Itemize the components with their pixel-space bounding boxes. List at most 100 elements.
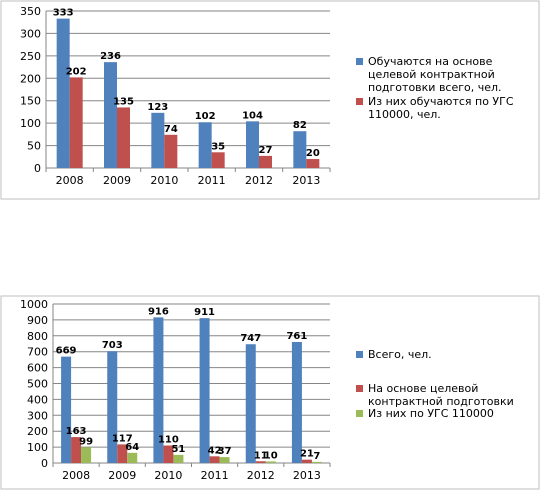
- data-label: 27: [259, 145, 273, 156]
- x-tick-label: 2009: [108, 469, 136, 482]
- chart-1: 0 50 100 150 200 250 300 350 2008 333 202 2009 236 13…: [0, 0, 540, 200]
- bar: [219, 457, 230, 463]
- legend-swatch: [356, 410, 363, 417]
- x-tick-label: 2011: [201, 469, 229, 482]
- bar: [151, 112, 165, 168]
- y-tick-label: 200: [20, 72, 41, 85]
- bar: [127, 452, 138, 463]
- y-tick-label: 150: [20, 95, 41, 108]
- data-label: 916: [148, 306, 169, 317]
- bar: [255, 461, 266, 463]
- y-tick-label: 100: [20, 117, 41, 130]
- data-label: 20: [306, 148, 320, 159]
- y-tick-label: 350: [20, 5, 41, 18]
- y-tick-label: 300: [20, 27, 41, 40]
- x-tick-label: 2010: [150, 174, 178, 187]
- legend-entry: Обучаются на основе целевой контрактной по…: [368, 55, 502, 94]
- bar: [311, 461, 322, 463]
- data-label: 703: [102, 340, 123, 351]
- y-tick-label: 0: [41, 457, 48, 470]
- data-label: 761: [286, 331, 307, 342]
- bar: [117, 107, 130, 168]
- y-tick-label: 800: [27, 330, 48, 343]
- data-label: 669: [56, 346, 77, 357]
- bar: [265, 461, 276, 463]
- bar: [164, 134, 178, 168]
- data-label: 10: [264, 450, 278, 461]
- bar: [211, 152, 225, 168]
- y-tick-label: 600: [27, 362, 48, 375]
- y-tick-label: 250: [20, 50, 41, 63]
- bar: [246, 121, 259, 168]
- y-tick-label: 500: [27, 378, 48, 391]
- x-tick-label: 2013: [293, 469, 321, 482]
- data-label: 117: [112, 433, 133, 444]
- data-label: 747: [240, 333, 261, 344]
- x-tick-label: 2013: [292, 174, 320, 187]
- y-tick-label: 900: [27, 314, 48, 327]
- y-tick-label: 200: [27, 425, 48, 438]
- bar: [69, 77, 83, 168]
- x-tick-label: 2008: [62, 469, 90, 482]
- x-tick-label: 2008: [56, 174, 84, 187]
- x-tick-label: 2011: [198, 174, 226, 187]
- bar: [198, 122, 212, 168]
- bar: [306, 159, 320, 168]
- data-label: 42: [208, 445, 222, 456]
- y-tick-label: 50: [27, 140, 41, 153]
- bar: [173, 454, 184, 463]
- y-tick-label: 100: [27, 441, 48, 454]
- data-label: 911: [194, 307, 215, 318]
- bar: [56, 18, 70, 168]
- legend-entry: На основе целевой контрактной подготовки: [368, 382, 514, 408]
- bar: [301, 459, 312, 463]
- y-tick-label: 700: [27, 346, 48, 359]
- bar: [245, 344, 256, 463]
- data-label: 21: [300, 449, 314, 460]
- data-label: 74: [164, 124, 178, 135]
- y-tick-label: 0: [34, 162, 41, 175]
- bar: [104, 62, 117, 168]
- bar: [117, 444, 128, 463]
- data-label: 163: [66, 426, 87, 437]
- y-tick-label: 300: [27, 409, 48, 422]
- data-label: 11: [254, 450, 268, 461]
- x-tick-label: 2012: [245, 174, 273, 187]
- legend-swatch: [356, 351, 363, 358]
- bar: [209, 456, 220, 463]
- data-label: 7: [313, 451, 320, 462]
- data-label: 64: [125, 442, 139, 453]
- bar: [81, 447, 92, 463]
- bar: [293, 131, 307, 168]
- x-tick-label: 2012: [247, 469, 275, 482]
- bar: [291, 342, 302, 463]
- x-tick-label: 2010: [154, 469, 182, 482]
- chart-2: 0 100 200 300 400 500 600 700 800 900 1000 2008 669 1…: [0, 295, 540, 490]
- data-label: 135: [113, 96, 134, 107]
- data-label: 82: [293, 120, 307, 131]
- data-label: 202: [66, 66, 87, 77]
- data-label: 104: [242, 110, 263, 121]
- data-label: 51: [171, 444, 185, 455]
- legend-entry: Всего, чел.: [368, 348, 432, 361]
- data-label: 99: [79, 436, 93, 447]
- legend-swatch: [356, 98, 363, 105]
- bar: [153, 317, 164, 463]
- bar: [199, 318, 210, 463]
- legend-swatch: [356, 385, 363, 392]
- legend-entry: Из них обучаются по УГС 110000, чел.: [368, 95, 514, 121]
- data-label: 37: [218, 446, 232, 457]
- data-label: 102: [195, 111, 216, 122]
- legend-entry: Из них по УГС 110000: [368, 407, 494, 420]
- bar: [107, 351, 118, 463]
- y-tick-label: 400: [27, 393, 48, 406]
- x-tick-label: 2009: [103, 174, 131, 187]
- legend-swatch: [356, 58, 363, 65]
- bar: [61, 356, 72, 463]
- data-label: 110: [158, 435, 179, 446]
- bar: [71, 437, 82, 463]
- data-label: 333: [53, 8, 74, 19]
- data-label: 123: [147, 102, 168, 113]
- y-tick-label: 1000: [20, 298, 48, 311]
